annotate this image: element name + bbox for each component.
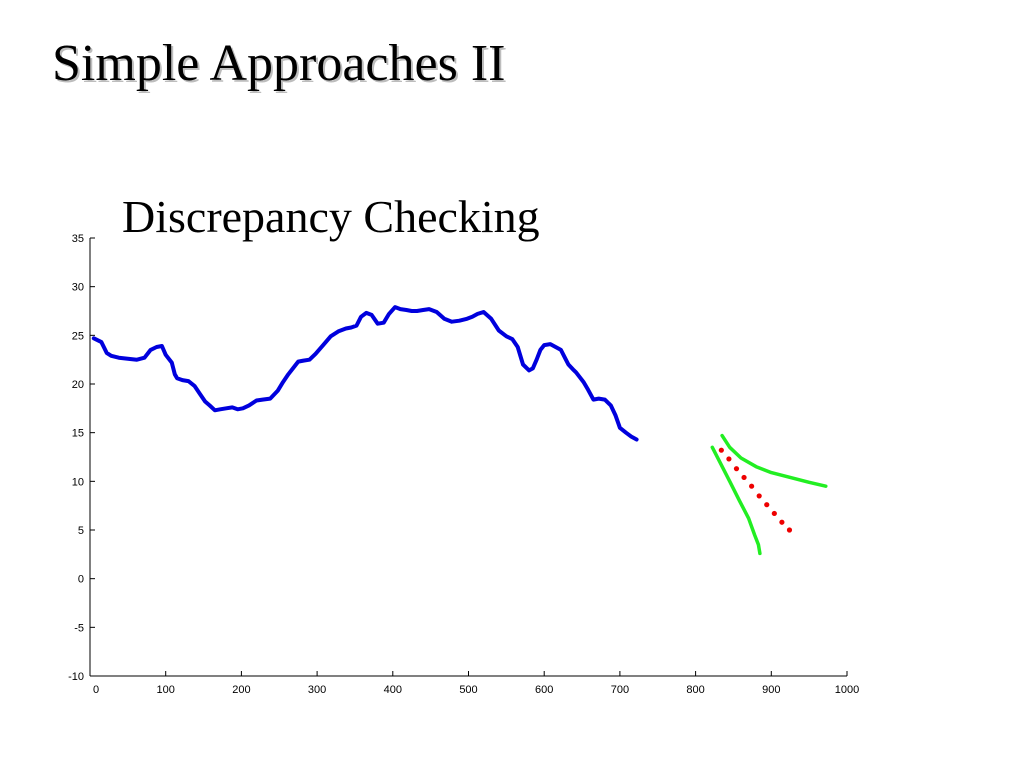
slide-title: Simple Approaches II xyxy=(52,35,506,92)
x-tick-label: 300 xyxy=(308,684,326,696)
x-tick-label: 400 xyxy=(384,684,402,696)
series-3-point xyxy=(779,519,785,525)
x-tick-label: 700 xyxy=(611,684,629,696)
x-tick-label: 600 xyxy=(535,684,553,696)
x-tick-label: 800 xyxy=(686,684,704,696)
chart-title: Discrepancy Checking xyxy=(122,191,540,242)
series-1-line xyxy=(720,433,828,488)
series-2-line xyxy=(710,445,762,556)
y-tick-label: -10 xyxy=(68,671,84,683)
series-3-point xyxy=(786,527,793,533)
x-tick-label: 1000 xyxy=(835,684,859,696)
series-3-point xyxy=(764,502,770,508)
x-tick-label: 500 xyxy=(459,684,477,696)
series-3-point xyxy=(756,493,762,499)
x-tick-label: 900 xyxy=(762,684,780,696)
y-tick-label: 0 xyxy=(78,574,84,586)
series-3-point xyxy=(771,510,777,517)
series-0-line xyxy=(91,305,639,442)
y-tick-label: 35 xyxy=(72,233,84,245)
y-tick-label: 15 xyxy=(72,428,84,440)
series-3-point xyxy=(733,466,740,472)
y-tick-label: -5 xyxy=(74,622,84,634)
series-3-point xyxy=(726,456,732,462)
y-tick-label: 5 xyxy=(78,525,84,537)
x-tick-label: 100 xyxy=(157,684,175,696)
y-tick-label: 20 xyxy=(72,379,84,391)
x-tick-label: 0 xyxy=(93,684,99,696)
series-3-point xyxy=(718,447,724,453)
y-tick-label: 30 xyxy=(72,282,84,294)
y-tick-label: 10 xyxy=(72,476,84,488)
series-3-point xyxy=(749,483,755,489)
series-3-point xyxy=(741,474,747,481)
y-tick-label: 25 xyxy=(72,330,84,342)
x-tick-label: 200 xyxy=(232,684,250,696)
